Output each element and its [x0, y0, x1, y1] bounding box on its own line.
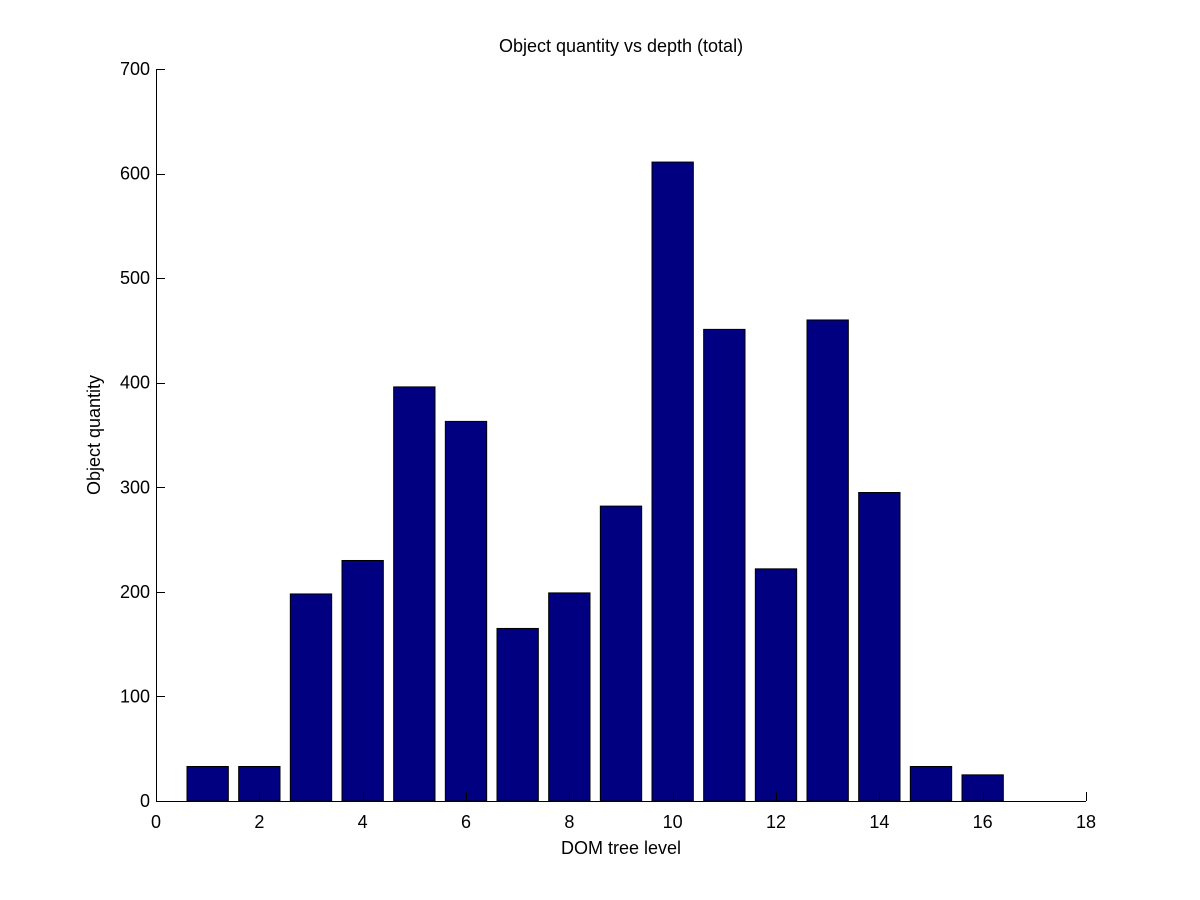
y-tick-label-200: 200 — [120, 582, 150, 602]
y-tick-label-600: 600 — [120, 164, 150, 184]
bar-level-12 — [754, 568, 798, 802]
y-tick-label-0: 0 — [140, 791, 150, 811]
bar-level-15 — [909, 765, 953, 802]
ticks-layer: 0 2 4 6 8 10 12 14 16 18 0 100 200 300 400 500 600 700 — [120, 59, 1096, 832]
y-tick-label-700: 700 — [120, 59, 150, 79]
x-tick-label-0: 0 — [151, 812, 161, 832]
x-tick-label-6: 6 — [461, 812, 471, 832]
y-tick-label-400: 400 — [120, 373, 150, 393]
y-tick-label-500: 500 — [120, 268, 150, 288]
bar-level-10 — [651, 161, 694, 802]
y-axis-label: Object quantity — [84, 375, 104, 495]
x-tick-label-8: 8 — [564, 812, 574, 832]
bars-layer — [186, 161, 1004, 802]
x-tick-label-4: 4 — [358, 812, 368, 832]
y-tick-label-300: 300 — [120, 477, 150, 497]
bar-level-1 — [186, 765, 229, 802]
y-tick-label-100: 100 — [120, 686, 150, 706]
bar-level-4 — [341, 559, 384, 802]
bar-level-5 — [393, 386, 436, 802]
x-axis-label: DOM tree level — [561, 838, 681, 858]
bar-level-11 — [703, 328, 746, 802]
bar-level-7 — [496, 627, 539, 802]
bar-level-8 — [548, 592, 591, 802]
bar-level-14 — [858, 492, 901, 802]
x-tick-label-12: 12 — [766, 812, 786, 832]
bar-level-13 — [806, 319, 849, 802]
x-tick-label-10: 10 — [663, 812, 683, 832]
chart-title: Object quantity vs depth (total) — [499, 36, 743, 56]
bar-level-9 — [599, 505, 643, 802]
bar-level-16 — [961, 774, 1004, 802]
x-tick-label-2: 2 — [254, 812, 264, 832]
x-tick-label-16: 16 — [973, 812, 993, 832]
x-tick-label-18: 18 — [1076, 812, 1096, 832]
bar-level-6 — [444, 420, 488, 802]
x-tick-label-14: 14 — [869, 812, 889, 832]
axes-layer — [156, 69, 1086, 802]
bar-level-3 — [289, 593, 333, 802]
